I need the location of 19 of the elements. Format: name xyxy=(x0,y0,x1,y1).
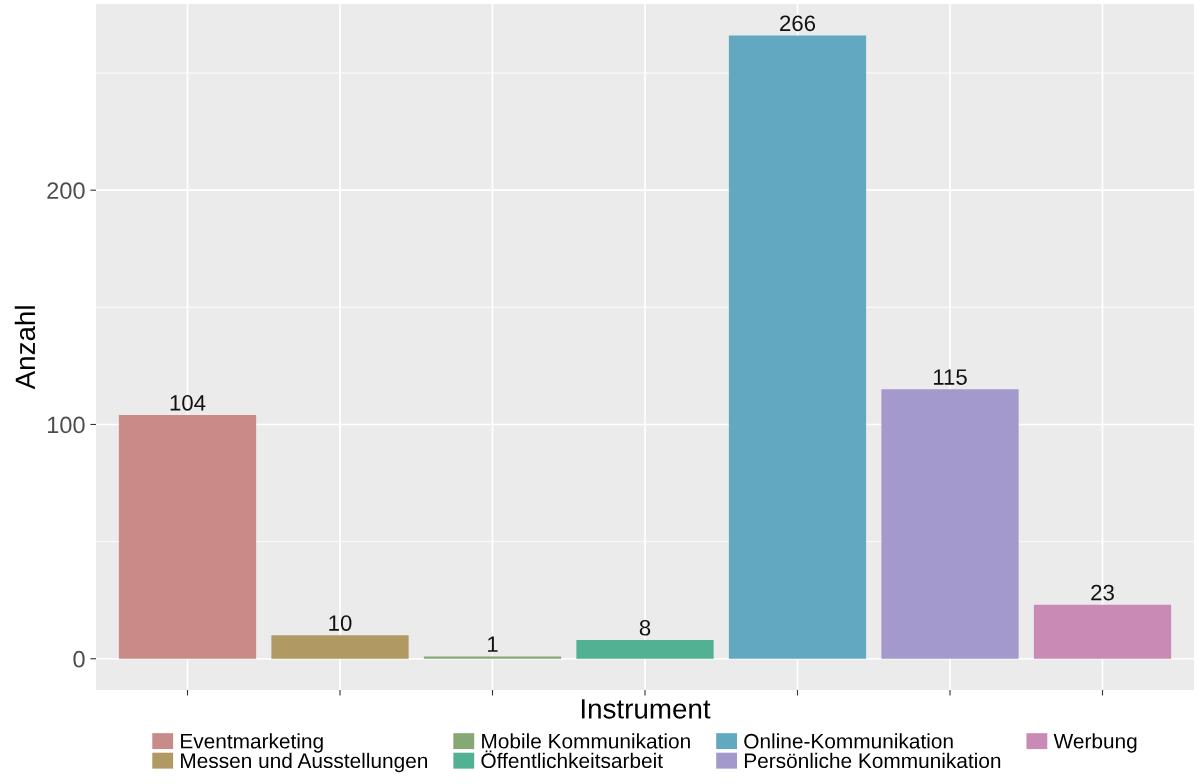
legend-label: Persönliche Kommunikation xyxy=(744,752,1001,769)
data-label: 1 xyxy=(488,636,498,652)
legend-label: Öffentlichkeitsarbeit xyxy=(481,750,663,769)
y-tick-label: 200 xyxy=(47,182,85,199)
y-axis-title: Anzahl xyxy=(14,306,36,390)
legend-label: Online-Kommunikation xyxy=(744,733,953,749)
data-label: 115 xyxy=(933,369,967,385)
legend-label: Werbung xyxy=(1053,733,1137,753)
data-label: 8 xyxy=(639,619,651,636)
x-axis-title: Instrument xyxy=(581,699,711,719)
legend-label: Messen und Ausstellungen xyxy=(181,752,428,773)
data-label: 10 xyxy=(329,615,352,631)
y-tick-label: 0 xyxy=(73,650,85,668)
data-label: 23 xyxy=(1091,584,1114,601)
legend-label: Eventmarketing xyxy=(181,733,323,753)
data-label: 104 xyxy=(170,394,206,411)
legend-label: Mobile Kommunikation xyxy=(482,733,690,749)
data-label: 266 xyxy=(780,15,816,32)
y-tick-label: 100 xyxy=(47,416,85,434)
